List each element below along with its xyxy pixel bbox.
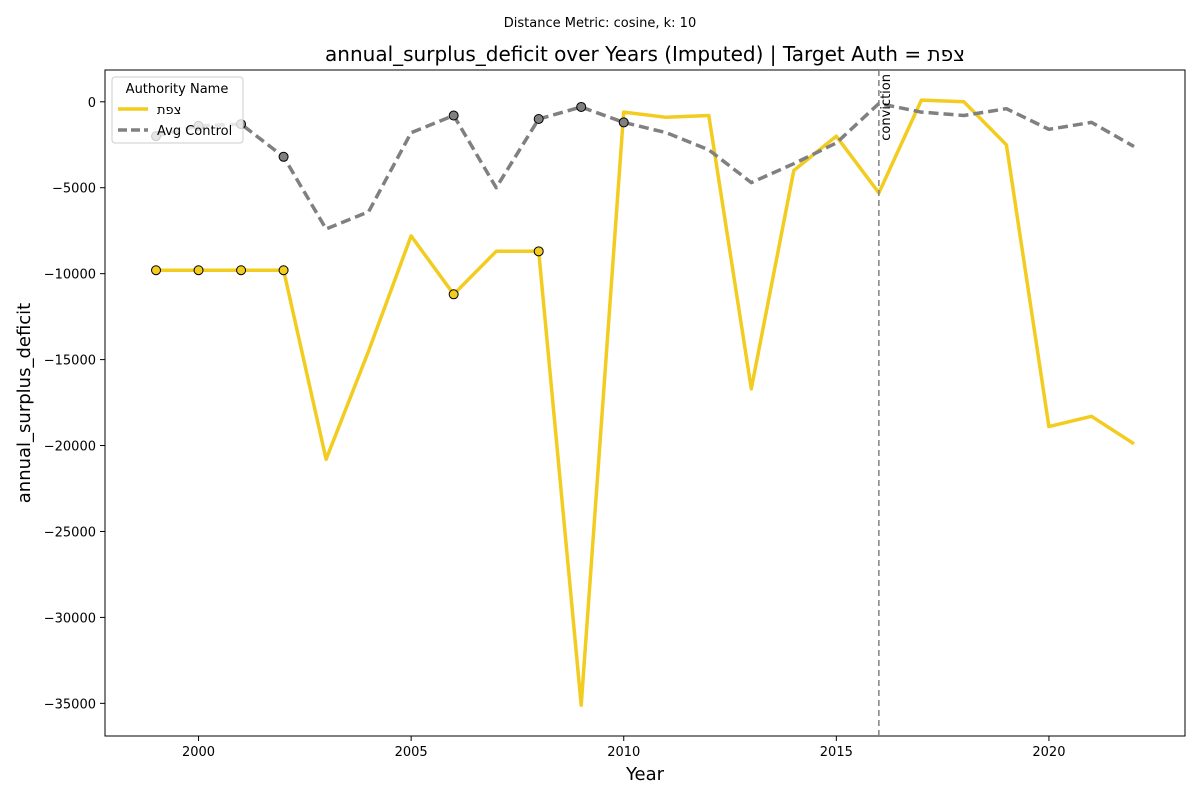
y-tick-label: 0 (88, 96, 96, 111)
x-tick-label: 2015 (820, 745, 853, 760)
x-tick-label: 2005 (395, 745, 428, 760)
imputed-point-control (533, 113, 544, 124)
imputed-point-target (236, 265, 247, 276)
legend-title: Authority Name (126, 82, 229, 97)
chart-title: annual_surplus_deficit over Years (Imput… (325, 42, 965, 66)
y-tick-label: −5000 (52, 182, 96, 197)
y-tick-label: −25000 (44, 525, 96, 540)
legend-label-target: צפת (157, 103, 181, 118)
annotation-label: conviction (879, 74, 894, 141)
y-tick-label: −20000 (44, 440, 96, 455)
y-tick-label: −10000 (44, 268, 96, 283)
imputed-point-control (448, 110, 459, 121)
y-tick-label: −35000 (44, 697, 96, 712)
imputed-point-control (576, 101, 587, 112)
plot-area (104, 69, 1186, 737)
imputed-point-target (278, 265, 289, 276)
imputed-point-control (278, 151, 289, 162)
imputed-point-target (151, 265, 162, 276)
legend: Authority Name צפת Avg Control (111, 76, 244, 144)
x-axis-label: Year (625, 764, 665, 785)
y-tick-label: −30000 (44, 611, 96, 626)
legend-label-control: Avg Control (157, 124, 232, 139)
imputed-point-target (533, 246, 544, 257)
imputed-point-control (618, 117, 629, 128)
annotation-layer: conviction (878, 70, 894, 736)
imputed-point-target (193, 265, 204, 276)
series-line-control (155, 101, 1135, 231)
chart-suptitle: Distance Metric: cosine, k: 10 (504, 16, 696, 31)
x-tick-label: 2000 (182, 745, 215, 760)
x-tick-label: 2010 (607, 745, 640, 760)
axis-ticks: 2000 2005 2010 2015 2020 0 −5000 −10000 −15000 −2… (44, 96, 1066, 760)
x-tick-label: 2020 (1032, 745, 1065, 760)
y-tick-label: −15000 (44, 354, 96, 369)
y-axis-label: annual_surplus_deficit (14, 303, 35, 503)
imputed-point-target (448, 289, 459, 300)
series-line-target (156, 98, 1135, 707)
legend-box (111, 76, 244, 144)
